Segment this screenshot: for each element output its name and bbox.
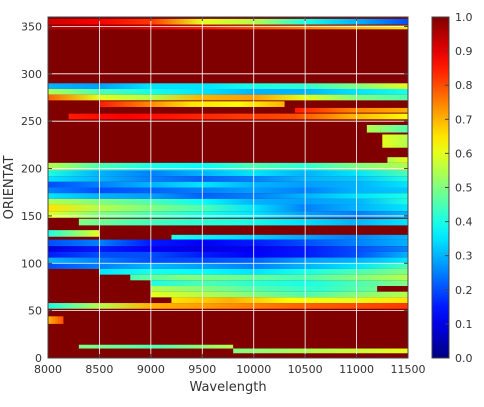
heatmap-band (48, 187, 408, 194)
heatmap-band (387, 157, 408, 163)
y-tick-label: 300 (21, 68, 42, 81)
colorbar-tick-label: 0.5 (455, 182, 473, 195)
heatmap-band (150, 286, 378, 292)
heatmap-band (48, 246, 408, 252)
y-tick-label: 200 (21, 163, 42, 176)
x-tick-label: 11500 (391, 363, 426, 376)
x-axis-title: Wavelength (189, 380, 266, 395)
heatmap-band (48, 198, 408, 205)
plot-area (48, 17, 408, 358)
y-axis-title: ORIENTAT (2, 156, 17, 220)
heatmap-band (48, 251, 408, 258)
x-tick-label: 10000 (236, 363, 271, 376)
heatmap-band (48, 181, 408, 188)
colorbar-tick-label: 0.3 (455, 250, 473, 263)
x-tick-label: 10500 (288, 363, 323, 376)
heatmap-band (150, 280, 408, 287)
heatmap-band (48, 204, 408, 212)
colorbar-tick-label: 1.0 (455, 11, 473, 24)
heatmap-band (78, 344, 234, 349)
plot-frame (47, 16, 409, 359)
heatmap-band (48, 316, 64, 324)
heatmap-band (68, 113, 408, 120)
y-tick-label: 0 (35, 352, 42, 365)
x-tick-label: 11000 (339, 363, 374, 376)
heatmap-band (294, 107, 408, 113)
heatmap-band (99, 101, 285, 107)
colorbar-tick-label: 0.8 (455, 79, 473, 92)
heatmap-band (48, 94, 408, 101)
colorbar-tick-label: 0.9 (455, 45, 473, 58)
plot-border (47, 16, 409, 359)
heatmap-band (48, 239, 408, 247)
heatmap-band (48, 170, 408, 177)
heatmap-band (233, 348, 408, 354)
colorbar-tick-label: 0.0 (455, 352, 473, 365)
colorbar-tick-label: 0.4 (455, 216, 473, 229)
heatmap-band (366, 124, 408, 133)
heatmap-band (382, 134, 408, 148)
heatmap-band (171, 234, 408, 240)
heatmap-band (78, 218, 408, 226)
axis-ticks: 8000 8500 9000 9500 10000 10500 11000 11500 0 50 1… (21, 17, 426, 376)
heatmap-band (48, 83, 408, 89)
heatmap-band (48, 162, 408, 171)
heatmap-band (48, 257, 408, 264)
x-tick-label: 8500 (85, 363, 113, 376)
heatmap-band (48, 230, 100, 237)
y-tick-label: 150 (21, 210, 42, 223)
heatmap-band (171, 297, 408, 304)
heatmap-band (48, 211, 408, 218)
x-tick-label: 9000 (137, 363, 165, 376)
x-tick-label: 8000 (34, 363, 62, 376)
colorbar: 0.0 0.1 0.2 0.3 0.4 0.5 0.6 0.7 0.8 0.9 1.0 (431, 11, 473, 365)
colorbar-tick-label: 0.1 (455, 318, 473, 331)
heatmap-band (48, 88, 408, 95)
x-tick-label: 9500 (188, 363, 216, 376)
heatmap-band (48, 25, 408, 30)
heatmap-band (130, 274, 408, 281)
colorbar-tick-label: 0.2 (455, 284, 473, 297)
y-tick-label: 350 (21, 20, 42, 33)
colorbar-tick-label: 0.7 (455, 113, 473, 126)
heatmap-band (48, 303, 408, 309)
heatmap-band (48, 263, 408, 269)
heatmap-band (48, 193, 408, 199)
colorbar-tick-label: 0.6 (455, 147, 473, 160)
heatmap-band (48, 176, 408, 182)
y-tick-label: 50 (28, 305, 42, 318)
y-tick-label: 250 (21, 115, 42, 128)
y-tick-label: 100 (21, 257, 42, 270)
heatmap-band (48, 18, 408, 25)
heatmap-band (150, 291, 408, 298)
